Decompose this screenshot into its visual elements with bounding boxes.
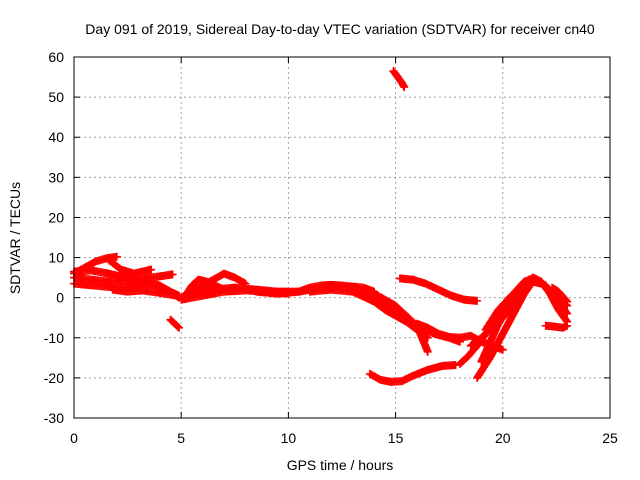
data-point [147, 265, 156, 274]
x-tick-label: 0 [70, 430, 78, 446]
x-axis-label: GPS time / hours [287, 457, 394, 473]
data-point [112, 252, 121, 261]
grid-lines [74, 57, 610, 418]
series-track-27 [498, 275, 572, 318]
y-axis-label: SDTVAR / TECUs [7, 182, 23, 294]
axis-ticks: 0 5 10 15 20 25 -30 -20 -10 0 10 20 30 40 50 60 [44, 49, 618, 446]
data-point [563, 297, 572, 306]
y-tick-label: 0 [56, 290, 64, 306]
x-tick-label: 25 [602, 430, 618, 446]
plot-frame [73, 56, 611, 419]
series-track-06 [108, 285, 181, 300]
y-tick-label: -10 [44, 330, 64, 346]
data-point [562, 308, 571, 317]
chart-title: Day 091 of 2019, Sidereal Day-to-day VTE… [85, 21, 595, 37]
data-point [400, 83, 409, 92]
series-track-05 [104, 255, 156, 278]
y-tick-label: -30 [44, 410, 64, 426]
y-tick-label: 20 [48, 209, 64, 225]
data-point [423, 347, 432, 356]
x-tick-label: 15 [388, 430, 404, 446]
data-point [563, 309, 572, 318]
data-point [498, 345, 507, 354]
data-point [563, 321, 572, 330]
data-point [175, 323, 184, 332]
series-track-07 [166, 315, 184, 332]
y-tick-label: 10 [48, 250, 64, 266]
series-track-28 [541, 321, 572, 332]
data-point [173, 322, 182, 331]
data-point [473, 296, 482, 305]
data-points [70, 67, 572, 386]
data-point [562, 296, 571, 305]
x-tick-label: 5 [177, 430, 185, 446]
series-track-29 [548, 283, 572, 306]
series-track-18 [389, 67, 409, 92]
data-point [168, 270, 177, 279]
y-tick-label: 30 [48, 169, 64, 185]
y-tick-label: 40 [48, 129, 64, 145]
y-tick-label: -20 [44, 370, 64, 386]
series-track-19 [395, 274, 482, 305]
data-point [451, 361, 460, 370]
x-tick-label: 10 [281, 430, 297, 446]
y-tick-label: 50 [48, 89, 64, 105]
series-track-17 [365, 361, 460, 386]
y-tick-label: 60 [48, 49, 64, 65]
x-tick-label: 20 [495, 430, 511, 446]
series-track-16 [359, 291, 464, 346]
data-point [172, 291, 181, 300]
